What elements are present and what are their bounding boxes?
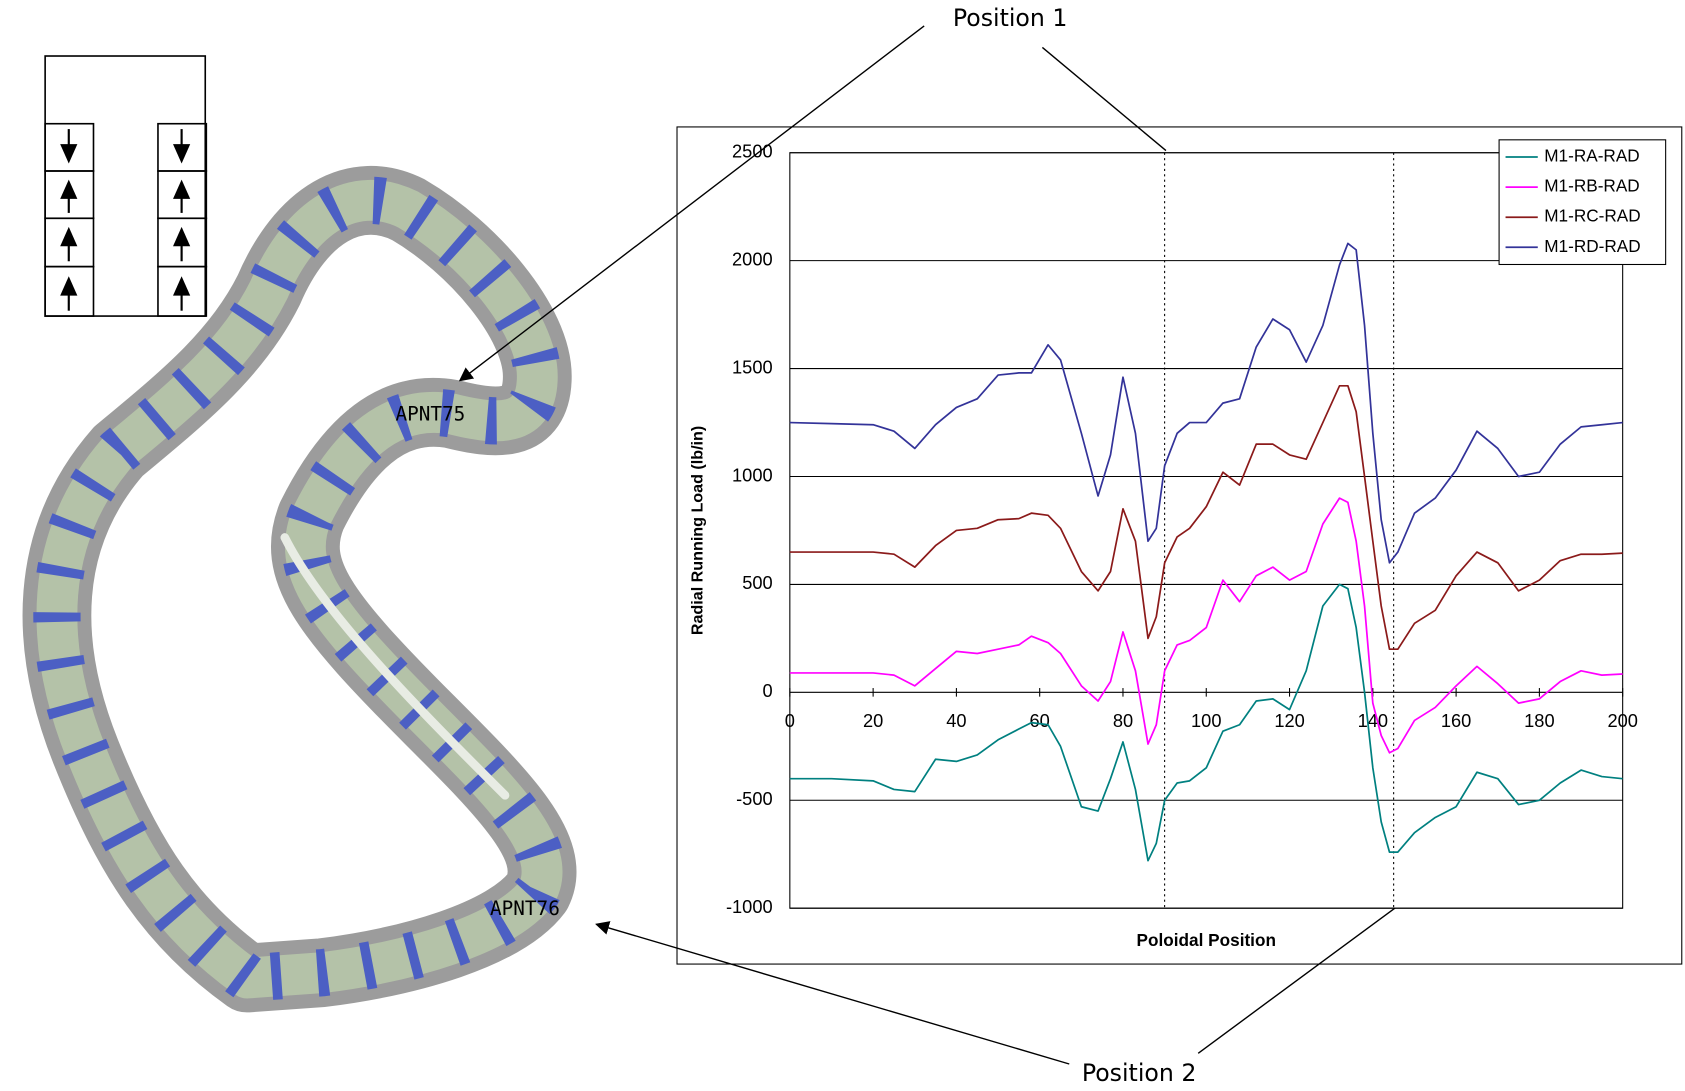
- x-axis-label: Poloidal Position: [1137, 930, 1276, 950]
- y-tick-label: 2000: [732, 248, 773, 269]
- x-tick-label: 140: [1358, 710, 1388, 731]
- series-line: [789, 497, 1623, 754]
- x-tick-label: 20: [863, 710, 883, 731]
- layout-box: [44, 55, 208, 317]
- legend-box: [1498, 139, 1667, 266]
- y-tick-label: 0: [762, 680, 772, 701]
- x-tick-label: 80: [1113, 710, 1133, 731]
- legend-label: M1-RA-RAD: [1544, 146, 1640, 166]
- legend-label: M1-RB-RAD: [1544, 176, 1640, 196]
- chart-frame: [676, 126, 1683, 965]
- y-axis-label: Radial Running Load (lb/in): [689, 426, 707, 635]
- x-tick-label: 200: [1607, 710, 1637, 731]
- x-tick-label: 0: [785, 710, 795, 731]
- x-tick-label: 60: [1030, 710, 1050, 731]
- pointers: [458, 25, 1396, 1065]
- y-tick-label: 2500: [732, 141, 773, 162]
- x-tick-label: 160: [1441, 710, 1471, 731]
- y-tick-label: 1000: [732, 464, 773, 485]
- series-line: [789, 242, 1623, 564]
- x-tick-label: 100: [1191, 710, 1221, 731]
- y-tick-label: -1000: [726, 896, 773, 917]
- legend-label: M1-RC-RAD: [1544, 206, 1640, 226]
- x-tick-label: 180: [1524, 710, 1554, 731]
- series-line: [789, 384, 1623, 651]
- point-label: APNT76: [490, 897, 560, 920]
- annotation: Position 1: [953, 4, 1068, 32]
- chart: -1000 -500 0 500 1000 1500 2000 2500 0 20 40 60 80 10…: [689, 139, 1667, 950]
- annotation: Position 2: [1082, 1059, 1197, 1087]
- series-line: [789, 583, 1623, 862]
- x-tick-label: 120: [1274, 710, 1304, 731]
- coil: [22, 166, 577, 1013]
- y-tick-label: 1500: [732, 356, 773, 377]
- legend-label: M1-RD-RAD: [1544, 236, 1640, 256]
- point-label: APNT75: [395, 402, 465, 425]
- y-tick-label: 500: [742, 572, 772, 593]
- y-tick-label: -500: [736, 788, 773, 809]
- x-tick-label: 40: [946, 710, 966, 731]
